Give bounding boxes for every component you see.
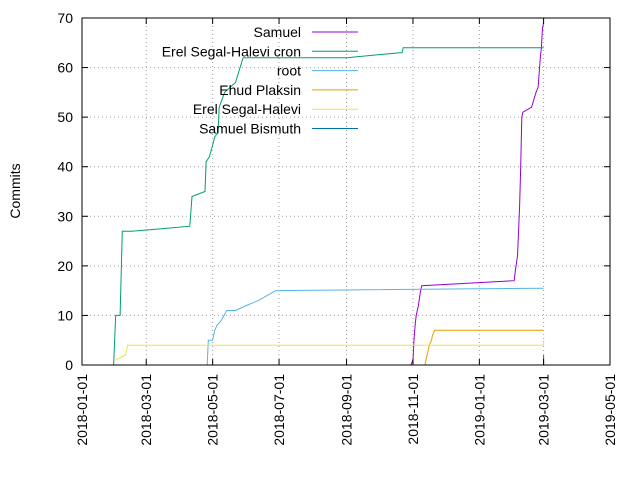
legend-label: Ehud Plaksin (219, 82, 301, 98)
series-line-erel-segal-halevi (115, 340, 545, 361)
series-line-ehud-plaksin (424, 329, 544, 366)
x-tick-label: 2018-01-01 (74, 374, 90, 446)
legend-label: Erel Segal-Halevi cron (162, 43, 301, 59)
grid-lines (82, 18, 610, 365)
x-tick-label: 2018-07-01 (271, 374, 287, 446)
legend-label: Samuel (254, 24, 301, 40)
legend: Samuel Erel Segal-Halevi cron root Ehud Pla… (162, 24, 358, 137)
x-tick-label: 2018-11-01 (405, 374, 421, 445)
plot-border (81, 17, 611, 366)
legend-label: Samuel Bismuth (199, 121, 301, 137)
series-line-samuel (410, 22, 545, 366)
x-tick-label: 2019-05-01 (602, 374, 618, 446)
y-tick-label: 30 (57, 208, 73, 224)
legend-label: Erel Segal-Halevi (193, 101, 301, 117)
y-axis-label: Commits (7, 163, 23, 218)
series-line-root (206, 287, 544, 366)
y-tick-label: 70 (57, 10, 73, 26)
y-tick-label: 0 (65, 357, 73, 373)
y-tick-label: 20 (57, 258, 73, 274)
y-tick-label: 60 (57, 60, 73, 76)
axis-ticks: 0 10 20 30 40 50 60 70 2018-01-01 2018-03-01 2018-… (57, 10, 618, 446)
x-tick-label: 2019-01-01 (471, 374, 487, 446)
x-tick-label: 2018-05-01 (205, 374, 221, 446)
y-tick-label: 10 (57, 307, 73, 323)
series-line-erel-segal-halevi-cron (113, 47, 544, 366)
x-tick-label: 2018-09-01 (339, 374, 355, 446)
x-tick-label: 2019-03-01 (536, 374, 552, 446)
y-tick-label: 50 (57, 109, 73, 125)
x-tick-label: 2018-03-01 (138, 374, 154, 446)
legend-label: root (277, 63, 301, 79)
y-tick-label: 40 (57, 159, 73, 175)
